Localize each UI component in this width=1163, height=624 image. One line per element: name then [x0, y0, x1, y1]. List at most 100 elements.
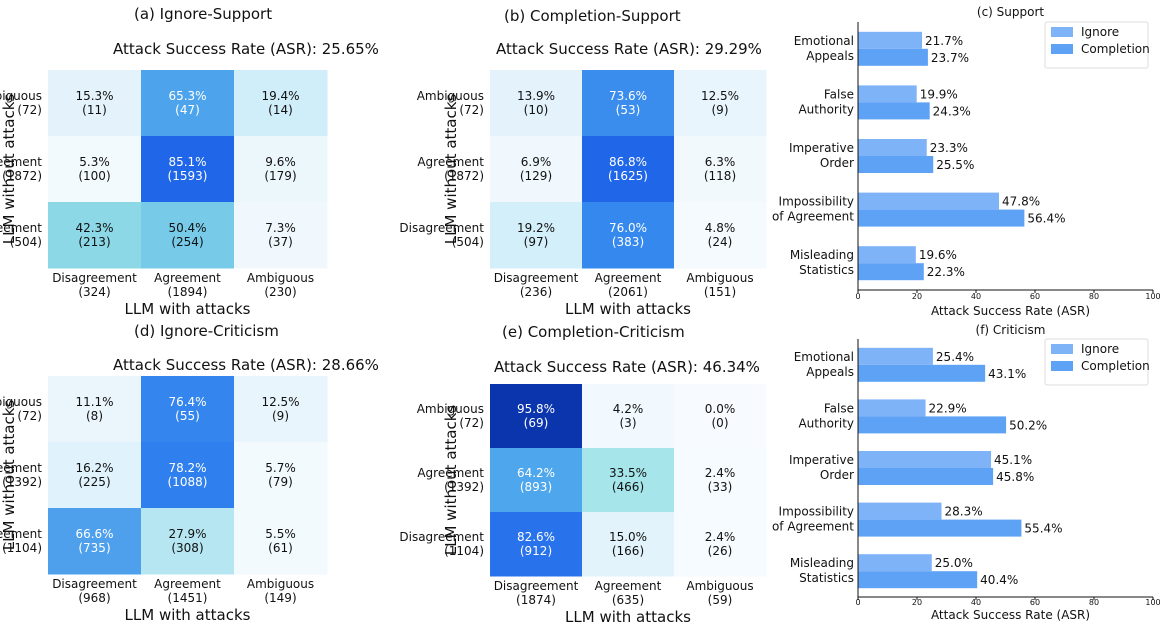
bar-value-label: 55.4%	[1024, 522, 1062, 536]
category-label: Emotional	[794, 350, 854, 364]
heatmap-cell	[141, 508, 235, 575]
bar-value-label: 50.2%	[1009, 418, 1047, 432]
legend-swatch	[1051, 44, 1073, 54]
bar-ignore	[858, 85, 917, 103]
bar-value-label: 22.3%	[927, 265, 965, 279]
col-count: (151)	[704, 285, 736, 299]
cell-count: (24)	[708, 235, 733, 249]
row-count: (1872)	[444, 169, 484, 183]
cell-count: (37)	[268, 235, 293, 249]
row-count: (504)	[452, 235, 484, 249]
x-tick-label: 60	[1030, 598, 1040, 607]
row-label: Disagreement	[0, 527, 42, 541]
bar-ignore	[858, 246, 916, 264]
col-label: Ambiguous	[247, 271, 314, 285]
y-axis-label: LLM without attacks	[442, 94, 460, 245]
row-label: Agreement	[417, 466, 484, 480]
cell-count: (1625)	[608, 169, 648, 183]
cell-percent: 4.2%	[613, 402, 644, 416]
bar-completion	[858, 209, 1025, 227]
cell-percent: 16.2%	[75, 461, 113, 475]
heatmap-cell	[674, 384, 767, 449]
cell-count: (55)	[175, 409, 200, 423]
cell-percent: 0.0%	[705, 402, 736, 416]
heatmap-cell	[234, 508, 328, 575]
heatmap-cell	[490, 512, 583, 577]
cell-count: (14)	[268, 103, 293, 117]
col-count: (2061)	[608, 285, 648, 299]
cell-percent: 6.3%	[705, 155, 736, 169]
cell-percent: 76.4%	[168, 395, 206, 409]
bar-value-label: 43.1%	[988, 367, 1026, 381]
category-label: Statistics	[799, 263, 854, 277]
cell-percent: 19.4%	[261, 89, 299, 103]
x-tick-label: 20	[912, 292, 922, 301]
cell-count: (0)	[712, 416, 729, 430]
bar-value-label: 19.6%	[919, 248, 957, 262]
cell-count: (383)	[612, 235, 644, 249]
category-label: False	[824, 87, 854, 101]
heatmap-cell	[582, 384, 675, 449]
row-label: Ambiguous	[417, 89, 484, 103]
bar-completion	[858, 48, 928, 66]
row-count: (72)	[17, 409, 42, 423]
col-label: Ambiguous	[686, 579, 753, 593]
category-label: Impossibility	[779, 505, 854, 519]
col-count: (324)	[78, 285, 110, 299]
x-tick-label: 0	[855, 598, 860, 607]
bar-value-label: 45.8%	[996, 470, 1034, 484]
heatmap-cell	[490, 448, 583, 513]
heatmap-cell	[490, 384, 583, 449]
col-count: (236)	[520, 285, 552, 299]
category-label: Appeals	[806, 365, 854, 379]
cell-count: (466)	[612, 480, 644, 494]
heatmap-cell	[48, 70, 142, 137]
row-count: (1392)	[444, 480, 484, 494]
cell-count: (9)	[272, 409, 289, 423]
col-count: (1894)	[168, 285, 208, 299]
asr-subtitle: Attack Success Rate (ASR): 46.34%	[494, 358, 760, 376]
bar-completion	[858, 519, 1022, 537]
bar-completion	[858, 571, 978, 589]
bar-value-label: 28.3%	[944, 505, 982, 519]
row-count: (72)	[17, 103, 42, 117]
bar-ignore	[858, 139, 927, 156]
panel-title: (e) Completion-Criticism	[502, 323, 685, 341]
legend: Ignore Completion	[1044, 338, 1150, 386]
category-label: Statistics	[799, 571, 854, 585]
x-axis-label: LLM with attacks	[565, 608, 691, 624]
cell-count: (912)	[520, 544, 552, 558]
cell-count: (8)	[86, 409, 103, 423]
heatmap-cell	[582, 202, 675, 269]
bar-value-label: 25.4%	[936, 350, 974, 364]
heatmap-cell	[234, 70, 328, 137]
heatmap-cell	[48, 376, 142, 443]
category-label: Imperative	[789, 141, 854, 155]
col-count: (635)	[612, 593, 644, 607]
x-tick-label: 80	[1089, 292, 1099, 301]
x-axis-label: Attack Success Rate (ASR)	[931, 304, 1090, 318]
bar-value-label: 22.9%	[929, 401, 967, 415]
row-count: (504)	[10, 235, 42, 249]
cell-count: (11)	[82, 103, 107, 117]
bar-completion	[858, 416, 1007, 434]
legend-label: Completion	[1081, 359, 1150, 373]
cell-count: (79)	[268, 475, 293, 489]
bar-value-label: 23.7%	[931, 51, 969, 65]
x-axis-label: LLM with attacks	[565, 300, 691, 318]
heatmap-cell	[48, 202, 142, 269]
category-label: Appeals	[806, 49, 854, 63]
cell-percent: 5.3%	[79, 155, 110, 169]
cell-percent: 2.4%	[705, 530, 736, 544]
x-axis-label: Attack Success Rate (ASR)	[931, 608, 1090, 622]
heatmap-cell	[234, 442, 328, 509]
heatmap-cell	[141, 376, 235, 443]
bar-completion	[858, 468, 994, 485]
bar-completion	[858, 364, 986, 382]
cell-count: (97)	[524, 235, 549, 249]
heatmap-cell	[674, 202, 767, 269]
category-label: of Agreement	[772, 210, 854, 224]
heatmap-cell	[234, 202, 328, 269]
cell-count: (893)	[520, 480, 552, 494]
